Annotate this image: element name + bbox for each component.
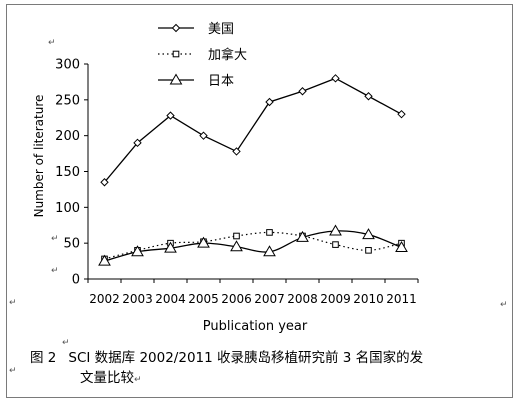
series-line [104, 230, 402, 262]
data-point [98, 254, 111, 266]
data-point [265, 97, 274, 107]
x-tick-label: 2011 [386, 292, 417, 306]
data-point [364, 92, 373, 101]
data-point [166, 111, 175, 120]
y-tick-label: 300 [55, 58, 80, 73]
x-tick-label: 2002 [89, 292, 120, 306]
data-point [296, 230, 309, 242]
legend-marker [172, 50, 180, 58]
legend-item: 美国 [158, 22, 234, 37]
series-line [104, 77, 402, 183]
legend-item: 加拿大 [158, 47, 247, 63]
paragraph-mark: ↵ [62, 338, 70, 348]
x-axis-label: Publication year [203, 319, 308, 334]
x-tick-label: 2004 [155, 292, 186, 306]
data-point [362, 228, 375, 240]
x-tick-label: 2007 [254, 292, 285, 306]
figure-number: 图 2 [30, 350, 57, 366]
figure-caption: 图 2 SCI 数据库 2002/2011 收录胰岛移植研究前 3 名国家的发 文… [30, 348, 500, 390]
series-line [104, 231, 402, 260]
caption-line-1: SCI 数据库 2002/2011 收录胰岛移植研究前 3 名国家的发 [68, 350, 424, 366]
legend-label: 日本 [208, 74, 234, 89]
data-point [232, 147, 241, 156]
x-tick-label: 2010 [353, 292, 384, 306]
data-point [233, 232, 240, 240]
data-point [164, 241, 177, 253]
y-tick-label: 250 [55, 93, 80, 108]
figure-frame [6, 4, 513, 398]
data-point [266, 229, 273, 236]
data-point [230, 240, 243, 252]
x-tick-label: 2008 [287, 292, 318, 306]
data-point [199, 131, 208, 140]
y-tick-label: 200 [55, 129, 80, 144]
paragraph-mark: ↵ [9, 366, 17, 376]
data-point [298, 87, 307, 96]
y-tick-label: 150 [55, 165, 80, 180]
data-point [332, 241, 339, 248]
data-point [100, 178, 109, 187]
data-point [131, 245, 144, 257]
data-point [329, 224, 342, 236]
y-tick-label: 0 [72, 273, 80, 288]
y-axis-label: Number of literature [32, 95, 46, 218]
data-point [263, 245, 276, 257]
legend-marker [169, 73, 183, 85]
data-point [331, 74, 340, 83]
paragraph-mark: ↵ [51, 266, 59, 276]
paragraph-mark: ↵ [134, 375, 142, 385]
x-tick-label: 2006 [221, 292, 252, 306]
data-point [133, 138, 142, 148]
data-point [395, 240, 408, 252]
legend-label: 美国 [208, 22, 234, 37]
data-point [397, 109, 406, 119]
paragraph-mark: ↵ [500, 300, 508, 310]
series-1 [100, 74, 406, 187]
x-tick-label: 2009 [320, 292, 351, 306]
paragraph-mark: ↵ [51, 234, 59, 244]
series-3 [98, 224, 408, 266]
series-2 [101, 229, 405, 263]
caption-line-2: 文量比较 [80, 370, 134, 386]
data-point [365, 247, 372, 254]
legend-label: 加拿大 [208, 47, 247, 63]
paragraph-mark: ↵ [48, 38, 56, 48]
paragraph-mark: ↵ [9, 298, 17, 308]
data-point [197, 236, 210, 248]
x-tick-label: 2005 [188, 292, 219, 306]
y-tick-label: 100 [55, 201, 80, 216]
legend-marker [171, 23, 181, 33]
x-tick-label: 2003 [122, 292, 153, 306]
legend-item: 日本 [158, 73, 234, 89]
y-tick-label: 50 [63, 237, 80, 252]
